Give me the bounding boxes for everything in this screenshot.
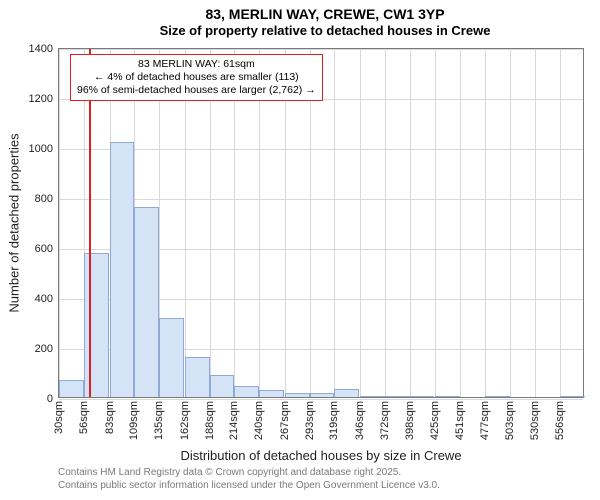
histogram-bar	[285, 393, 310, 398]
annotation-line3: 96% of semi-detached houses are larger (…	[77, 84, 316, 97]
x-tick-label: 319sqm	[328, 401, 340, 440]
x-tick-label: 214sqm	[228, 401, 240, 440]
histogram-bar	[210, 375, 235, 398]
attribution-line2: Contains public sector information licen…	[58, 479, 440, 492]
histogram-bar	[560, 396, 585, 397]
y-tick-label: 600	[35, 243, 53, 255]
x-tick-label: 451sqm	[454, 401, 466, 440]
y-tick-label: 200	[35, 343, 53, 355]
y-tick-label: 400	[35, 293, 53, 305]
x-tick-label: 372sqm	[379, 401, 391, 440]
x-tick-label: 556sqm	[554, 401, 566, 440]
grid-v	[435, 49, 436, 397]
attribution-line1: Contains HM Land Registry data © Crown c…	[58, 466, 440, 479]
y-axis-label: Number of detached properties	[7, 133, 22, 312]
x-tick-label: 56sqm	[78, 401, 90, 434]
x-tick-label: 530sqm	[529, 401, 541, 440]
y-tick-label: 1000	[29, 143, 53, 155]
histogram-bar	[234, 386, 259, 397]
grid-v	[560, 49, 561, 397]
x-tick-label: 267sqm	[279, 401, 291, 440]
x-tick-label: 503sqm	[504, 401, 516, 440]
x-tick-label: 477sqm	[479, 401, 491, 440]
grid-v	[510, 49, 511, 397]
histogram-bar	[435, 396, 460, 397]
x-tick-label: 83sqm	[104, 401, 116, 434]
grid-v	[334, 49, 335, 397]
x-tick-label: 346sqm	[354, 401, 366, 440]
histogram-bar	[185, 357, 210, 397]
histogram-bar	[134, 207, 159, 397]
grid-h	[59, 49, 583, 50]
histogram-bar	[334, 389, 359, 397]
x-tick-label: 109sqm	[128, 401, 140, 440]
histogram-bar	[485, 396, 510, 397]
histogram-bar	[110, 142, 135, 397]
annotation-line1: 83 MERLIN WAY: 61sqm	[77, 58, 316, 71]
x-tick-label: 188sqm	[204, 401, 216, 440]
y-tick-label: 800	[35, 193, 53, 205]
grid-v	[59, 49, 60, 397]
grid-h	[59, 199, 583, 200]
chart-container: 83, MERLIN WAY, CREWE, CW1 3YP Size of p…	[0, 0, 600, 500]
histogram-bar	[84, 253, 109, 397]
attribution-text: Contains HM Land Registry data © Crown c…	[58, 466, 440, 492]
annotation-line2: ← 4% of detached houses are smaller (113…	[77, 71, 316, 84]
x-tick-label: 240sqm	[253, 401, 265, 440]
chart-title-line2: Size of property relative to detached ho…	[60, 23, 590, 38]
grid-v	[385, 49, 386, 397]
x-tick-label: 162sqm	[179, 401, 191, 440]
histogram-bar	[159, 318, 184, 397]
grid-h	[59, 149, 583, 150]
grid-v	[360, 49, 361, 397]
chart-title-block: 83, MERLIN WAY, CREWE, CW1 3YP Size of p…	[60, 6, 590, 38]
x-tick-label: 425sqm	[429, 401, 441, 440]
x-tick-label: 135sqm	[153, 401, 165, 440]
histogram-bar	[59, 380, 84, 398]
x-tick-label: 30sqm	[53, 401, 65, 434]
y-tick-label: 1400	[29, 43, 53, 55]
y-tick-label: 1200	[29, 93, 53, 105]
histogram-bar	[310, 393, 335, 397]
histogram-bar	[259, 390, 284, 398]
chart-title-line1: 83, MERLIN WAY, CREWE, CW1 3YP	[60, 6, 590, 22]
histogram-bar	[385, 396, 410, 397]
marker-annotation: 83 MERLIN WAY: 61sqm ← 4% of detached ho…	[70, 54, 323, 101]
grid-v	[410, 49, 411, 397]
histogram-bar	[360, 396, 385, 397]
x-tick-label: 398sqm	[404, 401, 416, 440]
histogram-bar	[410, 396, 435, 397]
grid-v	[460, 49, 461, 397]
grid-v	[485, 49, 486, 397]
x-axis-label: Distribution of detached houses by size …	[180, 448, 461, 463]
grid-v	[535, 49, 536, 397]
x-tick-label: 293sqm	[304, 401, 316, 440]
grid-h	[59, 399, 583, 400]
